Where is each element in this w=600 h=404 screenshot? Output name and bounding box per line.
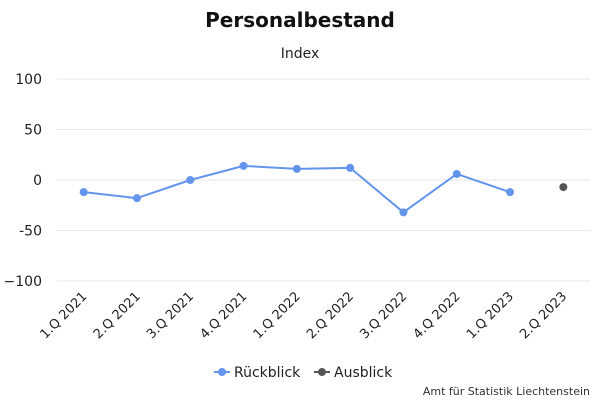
- x-tick-label: 1.Q 2023: [464, 289, 517, 342]
- legend-label: Rückblick: [234, 365, 301, 381]
- legend-marker: [218, 368, 226, 376]
- y-tick-label: -50: [19, 224, 42, 240]
- x-axis: 1.Q 2021 2.Q 2021 3.Q 2021 4.Q 2021 1.Q 2022…: [38, 289, 571, 342]
- chart-subtitle: Index: [281, 46, 320, 62]
- chart-title: Personalbestand: [205, 8, 395, 32]
- y-tick-label: 0: [33, 173, 42, 189]
- grid-layer: [57, 78, 590, 282]
- data-point[interactable]: [239, 161, 248, 170]
- x-tick-label: 2.Q 2022: [304, 289, 357, 342]
- legend[interactable]: Rückblick Ausblick: [214, 365, 393, 381]
- x-tick-label: 1.Q 2021: [38, 289, 91, 342]
- data-point[interactable]: [452, 169, 461, 178]
- data-point[interactable]: [79, 188, 88, 197]
- data-point[interactable]: [399, 208, 408, 217]
- legend-label: Ausblick: [334, 365, 393, 381]
- x-tick-label: 4.Q 2022: [411, 289, 464, 342]
- data-point[interactable]: [506, 188, 515, 197]
- data-point[interactable]: [132, 194, 141, 203]
- series-layer: [79, 161, 568, 217]
- y-tick-label: 50: [24, 123, 42, 139]
- x-tick-label: 3.Q 2021: [144, 289, 197, 342]
- legend-marker: [318, 368, 326, 376]
- data-point[interactable]: [292, 164, 301, 173]
- y-tick-label: 100: [15, 72, 42, 88]
- x-tick-label: 3.Q 2022: [357, 289, 410, 342]
- x-tick-label: 2.Q 2021: [91, 289, 144, 342]
- legend-item[interactable]: Rückblick: [214, 365, 301, 381]
- x-tick-label: 1.Q 2022: [251, 289, 304, 342]
- x-tick-label: 2.Q 2023: [517, 289, 570, 342]
- data-point[interactable]: [346, 163, 355, 172]
- legend-item[interactable]: Ausblick: [314, 365, 393, 381]
- y-axis: 100 50 0 -50 −100: [4, 72, 42, 290]
- y-tick-label: −100: [4, 274, 42, 290]
- data-point[interactable]: [186, 176, 195, 184]
- x-tick-label: 4.Q 2021: [197, 289, 250, 342]
- chart-credit: Amt für Statistik Liechtenstein: [423, 385, 590, 398]
- data-point[interactable]: [559, 183, 568, 192]
